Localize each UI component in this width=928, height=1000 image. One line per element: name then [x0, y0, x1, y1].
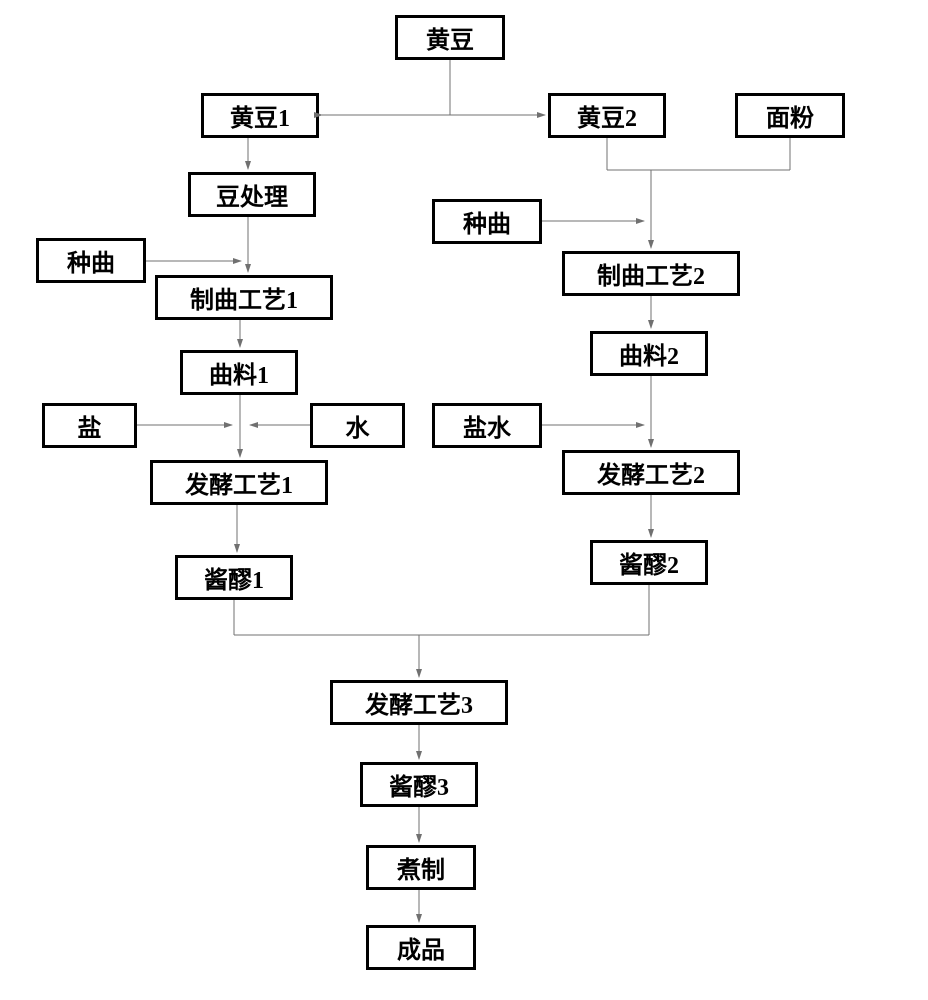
node-soybean: 黄豆	[395, 15, 505, 60]
node-water: 水	[310, 403, 405, 448]
node-product: 成品	[366, 925, 476, 970]
node-soybean2: 黄豆2	[548, 93, 666, 138]
node-seed-koji-r: 种曲	[432, 199, 542, 244]
node-mash2: 酱醪2	[590, 540, 708, 585]
node-soybean1: 黄豆1	[201, 93, 319, 138]
node-seed-koji-l: 种曲	[36, 238, 146, 283]
node-flour: 面粉	[735, 93, 845, 138]
node-ferm-proc3: 发酵工艺3	[330, 680, 508, 725]
node-koji-proc2: 制曲工艺2	[562, 251, 740, 296]
node-ferm-proc2: 发酵工艺2	[562, 450, 740, 495]
node-mash3: 酱醪3	[360, 762, 478, 807]
node-cooking: 煮制	[366, 845, 476, 890]
node-ferm-proc1: 发酵工艺1	[150, 460, 328, 505]
node-koji-mat2: 曲料2	[590, 331, 708, 376]
node-salt: 盐	[42, 403, 137, 448]
node-mash1: 酱醪1	[175, 555, 293, 600]
node-koji-proc1: 制曲工艺1	[155, 275, 333, 320]
node-brine: 盐水	[432, 403, 542, 448]
node-koji-mat1: 曲料1	[180, 350, 298, 395]
node-bean-process: 豆处理	[188, 172, 316, 217]
